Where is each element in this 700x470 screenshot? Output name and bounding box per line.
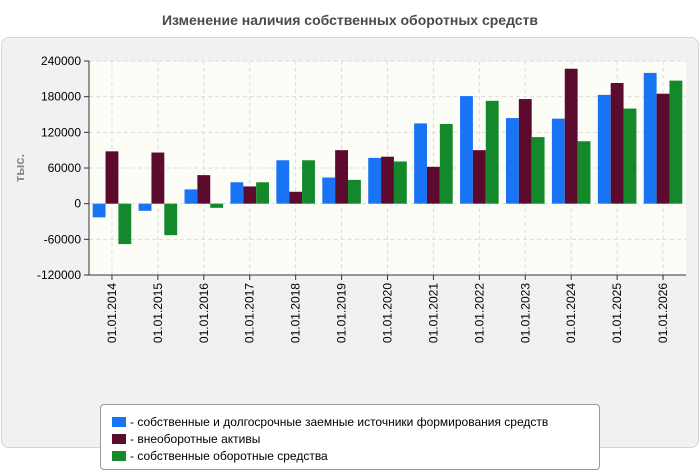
legend-swatch-noncurrent-assets [112,433,126,444]
y-axis-label: тыс. [12,154,27,182]
bar-s1 [460,96,473,204]
y-tick-label: 0 [74,197,81,211]
bar-s2 [656,93,670,204]
bar-s3 [302,160,315,204]
bar-s3 [210,203,224,208]
bar-s1 [276,160,290,204]
bar-s3 [577,141,591,204]
bar-s2 [105,151,119,204]
x-tick-label: 01.01.2014 [105,283,119,343]
x-tick-label: 01.01.2026 [656,283,670,343]
x-tick-label: 01.01.2022 [472,283,486,343]
y-tick-label: 180000 [41,90,81,104]
bar-chart: 240000 180000 120000 60000 0 -60000 -120000 01.… [12,54,686,343]
legend-item-sources: - собственные и долгосрочные заемные ист… [112,413,599,430]
bar-s2 [426,166,440,204]
x-tick-label: 01.01.2020 [381,283,395,343]
bar-s3 [118,203,132,245]
chart-panel: 240000 180000 120000 60000 0 -60000 -120000 01.… [1,37,699,470]
bar-s1 [597,94,611,204]
bar-s2 [335,150,349,204]
bar-s2 [289,191,303,204]
y-tick-label: -120000 [37,268,81,282]
bar-s2 [151,152,165,204]
bar-s3 [348,179,361,204]
bar-s1 [368,157,382,204]
legend-item-noncurrent-assets: - внеоборотные активы [112,430,599,447]
bar-s3 [485,100,499,204]
bar-s3 [531,137,545,204]
bar-s1 [184,189,198,204]
x-tick-label: 01.01.2024 [564,283,578,343]
x-tick-label: 01.01.2025 [610,283,624,343]
x-tick-label: 01.01.2016 [197,283,211,343]
bar-s1 [414,123,427,204]
legend-label-noncurrent-assets: - внеоборотные активы [130,431,261,446]
legend-swatch-working-capital [112,450,126,461]
bar-s2 [243,186,257,204]
y-tick-label: 240000 [41,54,81,68]
bar-s2 [472,150,486,204]
bar-s1 [138,203,152,211]
x-tick-label: 01.01.2015 [151,283,165,343]
bar-s1 [551,118,565,204]
legend-label-working-capital: - собственные оборотные средства [130,448,328,463]
bar-s3 [164,203,178,236]
y-tick-label: 120000 [41,125,81,139]
bar-s1 [505,118,519,204]
bar-s3 [623,108,637,204]
bar-s2 [381,156,394,204]
bar-s3 [439,124,453,204]
y-tick-label: -60000 [44,232,82,246]
x-tick-label: 01.01.2021 [426,283,440,343]
legend: - собственные и долгосрочные заемные ист… [100,404,600,470]
bar-s2 [197,175,211,204]
bar-s2 [564,68,578,204]
bar-s1 [322,177,336,204]
bar-s2 [518,99,532,204]
x-tick-label: 01.01.2023 [518,283,532,343]
chart-title: Изменение наличия собственных оборотных … [161,12,539,28]
x-tick-label: 01.01.2018 [289,283,303,343]
bar-s3 [393,161,407,204]
y-tick-label: 60000 [48,161,82,175]
bar-s3 [256,182,270,204]
x-tick-label: 01.01.2019 [335,283,349,343]
legend-swatch-sources [112,416,126,427]
bar-s3 [669,80,683,204]
x-tick-label: 01.01.2017 [243,283,257,343]
bar-s1 [92,203,106,218]
legend-label-sources: - собственные и долгосрочные заемные ист… [130,414,549,429]
bar-s1 [230,182,244,204]
bar-s1 [643,72,657,204]
bar-s2 [610,82,624,204]
